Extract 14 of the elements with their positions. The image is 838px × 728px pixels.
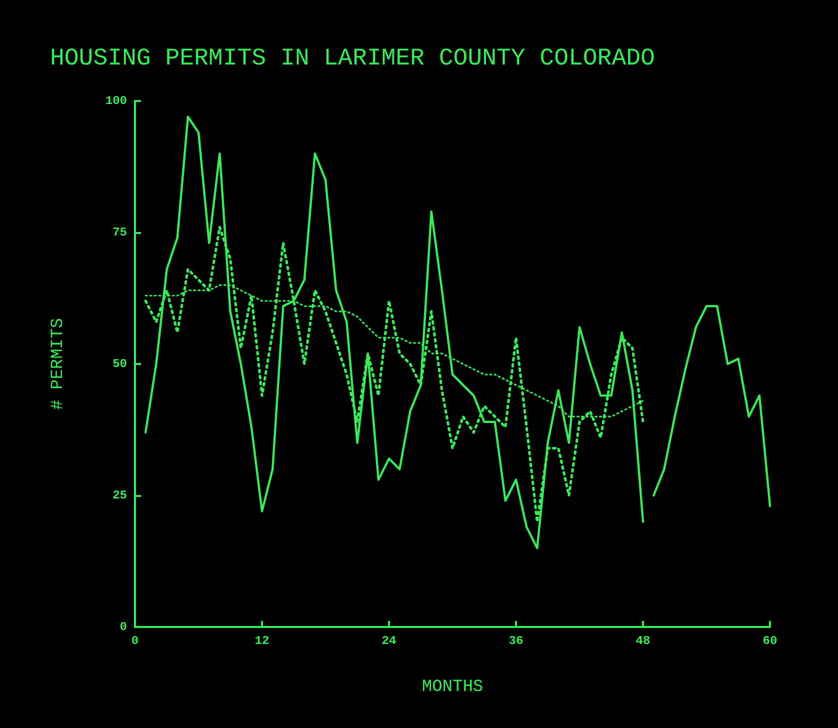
- x-axis-title: MONTHS: [422, 678, 484, 697]
- x-tick-label: 48: [636, 634, 650, 648]
- y-tick-label: 75: [112, 226, 127, 240]
- x-tick-label: 0: [131, 634, 139, 648]
- y-axis-title: # PERMITS: [49, 318, 68, 410]
- x-tick-label: 24: [382, 634, 396, 648]
- y-tick-label: 0: [120, 620, 127, 634]
- y-tick-label: 25: [112, 488, 127, 502]
- x-tick-label: 60: [762, 634, 778, 648]
- x-tick-label: 36: [508, 634, 524, 648]
- y-tick-label: 100: [105, 94, 127, 108]
- y-tick-label: 50: [112, 357, 127, 371]
- chart-title: HOUSING PERMITS IN LARIMER COUNTY COLORADO: [50, 46, 655, 72]
- x-tick-label: 12: [254, 634, 270, 648]
